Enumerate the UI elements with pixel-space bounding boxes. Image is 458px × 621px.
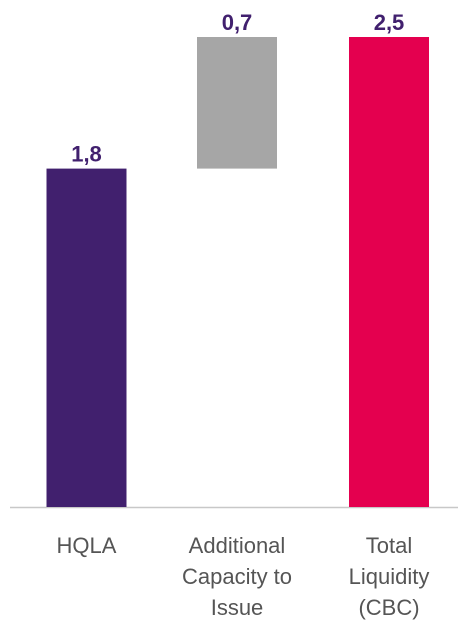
bar <box>46 168 127 507</box>
bar <box>349 37 429 507</box>
category-label: Total Liquidity (CBC) <box>348 533 430 620</box>
value-label: 0,7 <box>222 10 253 35</box>
value-label: 1,8 <box>71 142 102 167</box>
category-label: Additional Capacity to Issue <box>181 533 293 620</box>
bar <box>197 37 277 169</box>
category-label: HQLA <box>56 533 117 558</box>
value-label: 2,5 <box>374 10 405 35</box>
